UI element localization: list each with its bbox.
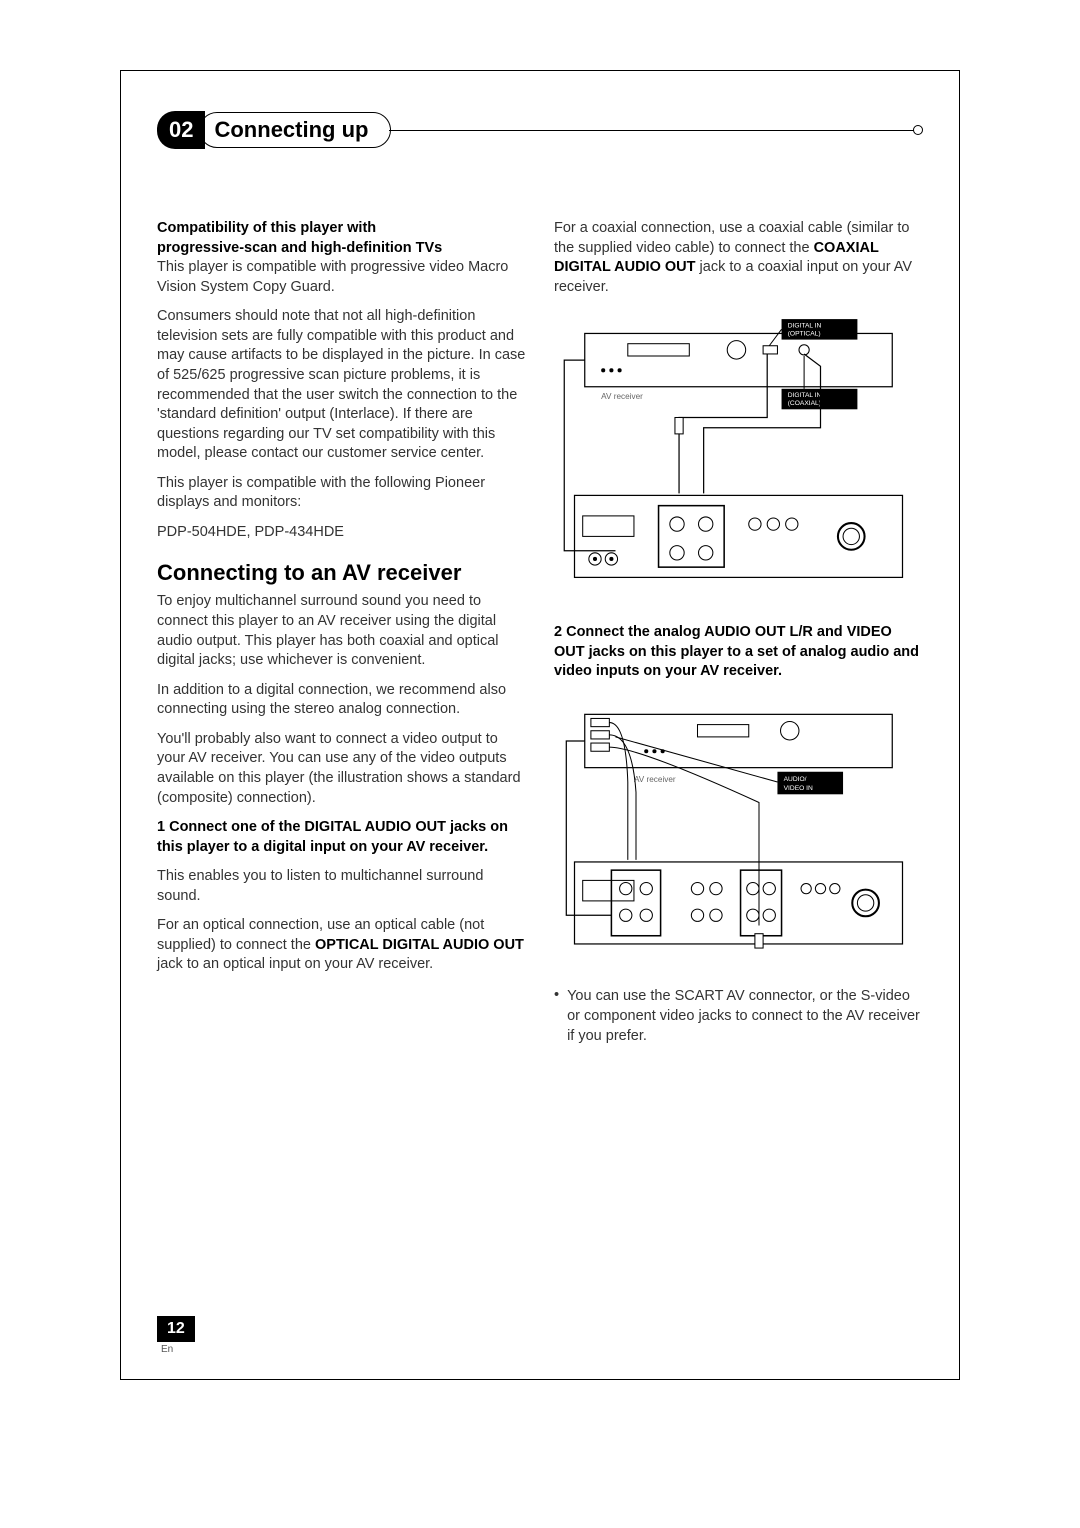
para-copyguard: This player is compatible with progressi…	[157, 259, 508, 295]
svg-text:(OPTICAL): (OPTICAL)	[788, 331, 821, 338]
para-displays-intro: This player is compatible with the follo…	[157, 474, 526, 513]
chapter-title-pill: Connecting up	[199, 112, 391, 148]
bullet-scart-text: You can use the SCART AV connector, or t…	[567, 987, 923, 1046]
svg-text:DIGITAL IN: DIGITAL IN	[788, 323, 822, 330]
subhead-line1: Compatibility of this player with	[157, 220, 376, 236]
manual-page: 02 Connecting up Compatibility of this p…	[120, 70, 960, 1380]
chapter-number-badge: 02	[157, 111, 205, 149]
para-model-list: PDP-504HDE, PDP-434HDE	[157, 523, 526, 543]
diagram-analog-connection: AV receiver AUDIO/ VIDEO IN	[554, 700, 923, 967]
subheading-compatibility: Compatibility of this player with progre…	[157, 219, 526, 297]
left-column: Compatibility of this player with progre…	[157, 219, 526, 1056]
para-analog-rec: In addition to a digital connection, we …	[157, 681, 526, 720]
subhead-line2: progressive-scan and high-definition TVs	[157, 240, 442, 256]
heading-av-receiver: Connecting to an AV receiver	[157, 560, 526, 586]
page-footer: 12 En	[157, 1316, 195, 1355]
svg-text:AUDIO/: AUDIO/	[784, 776, 807, 783]
para-optical-b: OPTICAL DIGITAL AUDIO OUT	[315, 937, 524, 953]
svg-text:(COAXIAL): (COAXIAL)	[788, 400, 821, 407]
right-column: For a coaxial connection, use a coaxial …	[554, 219, 923, 1056]
para-optical: For an optical connection, use an optica…	[157, 916, 526, 975]
content-columns: Compatibility of this player with progre…	[157, 219, 923, 1056]
diagram1-av-label: AV receiver	[601, 392, 643, 401]
page-number: 12	[157, 1316, 195, 1342]
para-surround: This enables you to listen to multichann…	[157, 867, 526, 906]
para-multichannel: To enjoy multichannel surround sound you…	[157, 592, 526, 670]
para-video-output: You'll probably also want to connect a v…	[157, 730, 526, 808]
step-2: 2 Connect the analog AUDIO OUT L/R and V…	[554, 623, 923, 682]
para-consumer-note: Consumers should note that not all high-…	[157, 307, 526, 464]
chapter-header: 02 Connecting up	[157, 111, 923, 149]
para-optical-c: jack to an optical input on your AV rece…	[157, 956, 433, 972]
chapter-title: Connecting up	[214, 117, 368, 142]
svg-text:DIGITAL IN: DIGITAL IN	[788, 392, 822, 399]
para-coaxial: For a coaxial connection, use a coaxial …	[554, 219, 923, 297]
language-code: En	[161, 1344, 195, 1355]
bullet-dot-icon: •	[554, 987, 559, 1056]
bullet-scart: • You can use the SCART AV connector, or…	[554, 987, 923, 1056]
header-rule	[389, 130, 914, 131]
header-terminator-dot	[913, 125, 923, 135]
diagram-digital-connection: AV receiver DIGITAL IN (OPTICAL) DIGITAL…	[554, 315, 923, 602]
step-1: 1 Connect one of the DIGITAL AUDIO OUT j…	[157, 818, 526, 857]
svg-text:AV receiver: AV receiver	[634, 775, 676, 784]
svg-text:VIDEO IN: VIDEO IN	[784, 785, 813, 792]
